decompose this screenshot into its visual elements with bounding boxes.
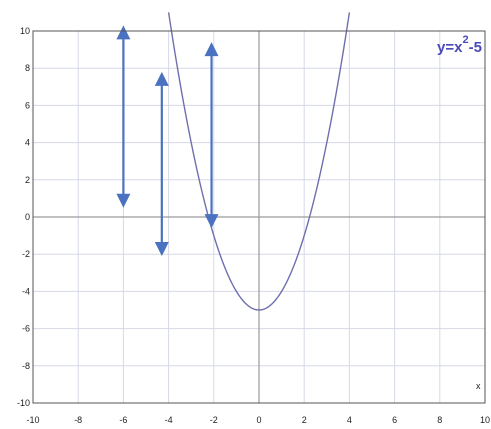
- series-line: [167, 12, 351, 311]
- x-tick-label: -2: [210, 415, 218, 425]
- y-tick-label: -4: [22, 286, 30, 296]
- y-tick-label: -10: [17, 398, 30, 408]
- y-tick-label: 8: [25, 63, 30, 73]
- equation-base: y=x: [437, 39, 463, 56]
- x-tick-label: -4: [165, 415, 173, 425]
- x-tick-label: 10: [480, 415, 490, 425]
- plot-frame: [32, 30, 486, 404]
- x-tick-label: -8: [74, 415, 82, 425]
- y-tick-label: -6: [22, 324, 30, 334]
- arrow-layer: [116, 25, 219, 257]
- x-tick-label: 0: [256, 415, 261, 425]
- y-tick-label: 2: [25, 175, 30, 185]
- x-tick-label: -10: [26, 415, 39, 425]
- x-tick-label: 6: [392, 415, 397, 425]
- equation-tail: -5: [469, 39, 482, 56]
- y-tick-label: 10: [20, 26, 30, 36]
- double-arrow: [116, 25, 131, 208]
- tick-labels: -10 -8 -6 -4 -2 0 2 4 6 8 10 -10 -8 -6 -4 -2 0 2 4 6 8 10: [17, 26, 490, 425]
- axes: [33, 31, 485, 403]
- curve-layer: [167, 12, 351, 311]
- y-tick-label: -8: [22, 361, 30, 371]
- y-tick-label: 4: [25, 138, 30, 148]
- x-tick-label: 8: [437, 415, 442, 425]
- x-tick-label: 2: [302, 415, 307, 425]
- double-arrow: [204, 42, 219, 229]
- x-tick-label: -6: [119, 415, 127, 425]
- x-tick-label: 4: [347, 415, 352, 425]
- double-arrow: [154, 71, 169, 257]
- y-tick-label: 0: [25, 212, 30, 222]
- y-tick-label: 6: [25, 100, 30, 110]
- equation-exponent: 2: [462, 34, 468, 46]
- x-axis-label: x: [476, 381, 481, 391]
- y-tick-label: -2: [22, 249, 30, 259]
- equation-label: y=x2-5: [437, 34, 482, 56]
